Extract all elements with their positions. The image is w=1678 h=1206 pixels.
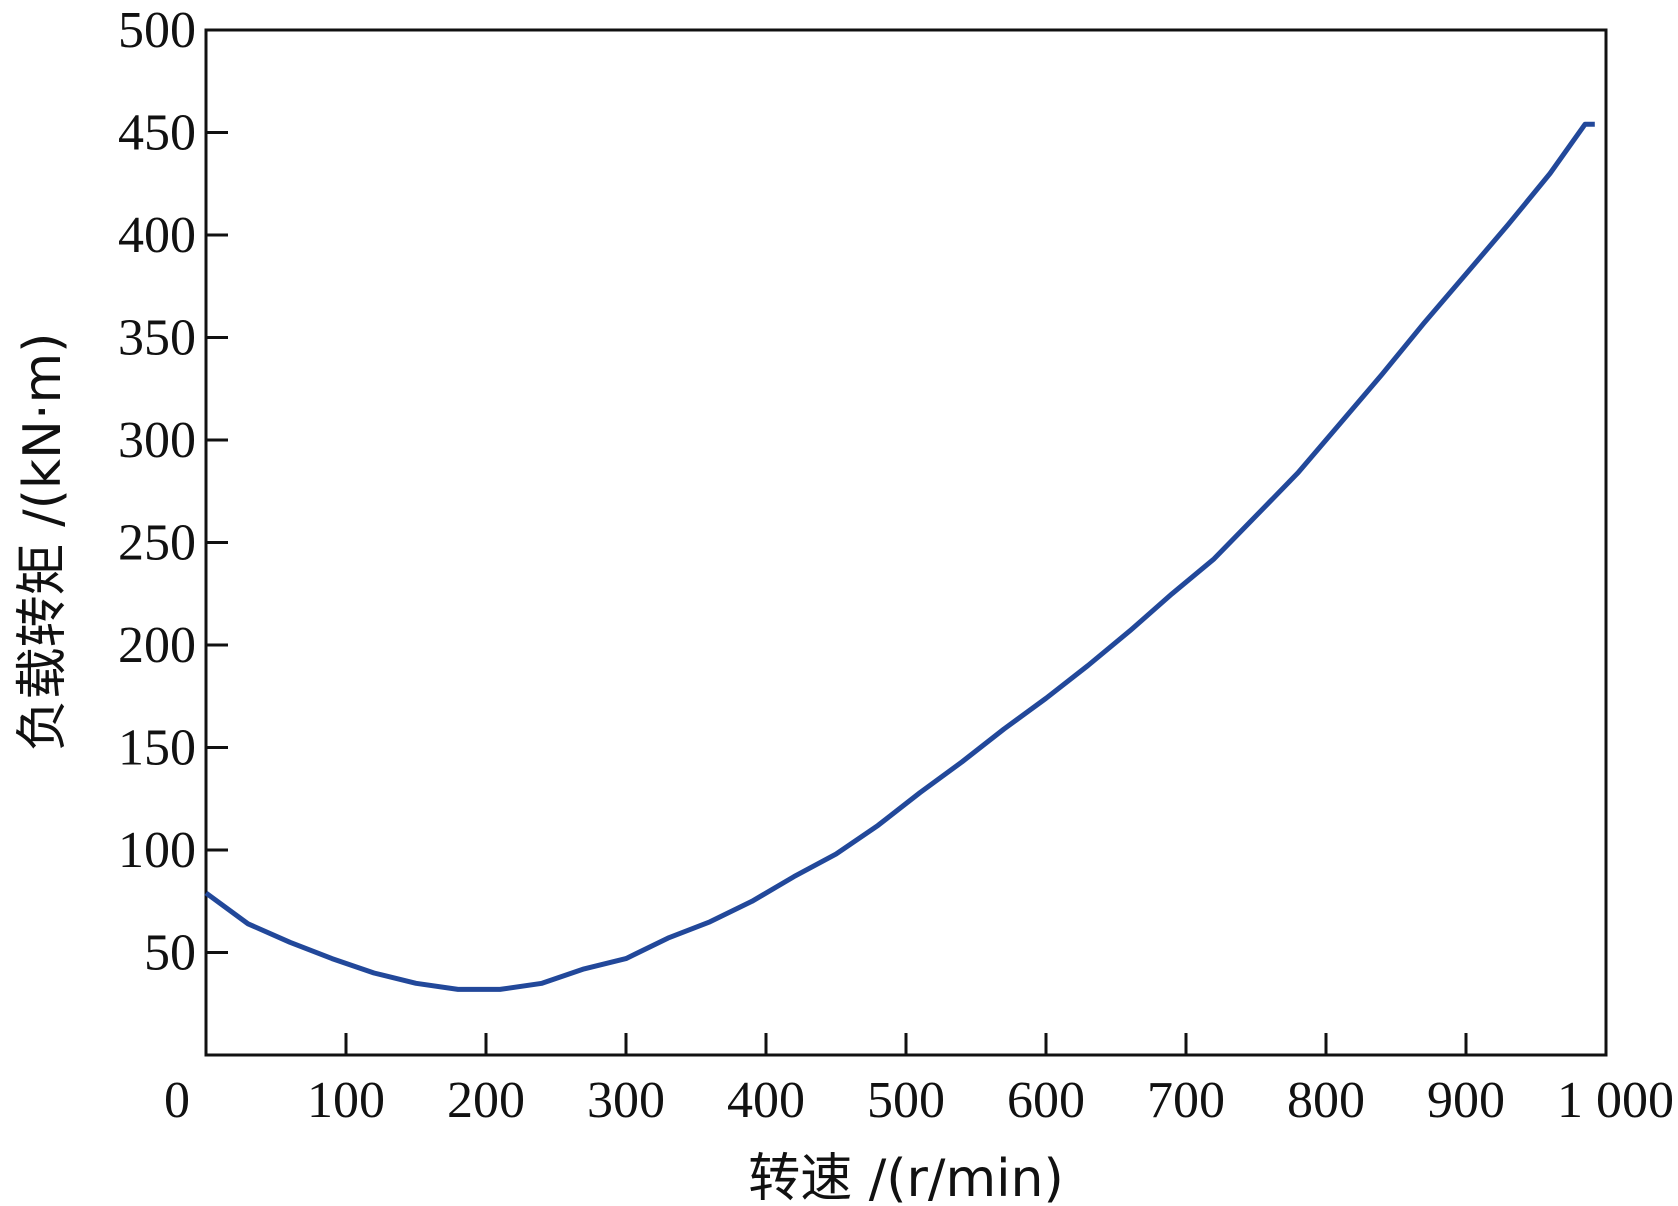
x-axis-ticks: 0 100 200 300 400 500 600 700 800 900 1 000: [164, 1033, 1674, 1129]
x-tick-label: 900: [1427, 1072, 1505, 1129]
y-tick-label: 50: [144, 925, 196, 982]
x-tick-label: 1 000: [1557, 1072, 1674, 1129]
series-line: [204, 121, 1595, 992]
y-axis-ticks: 50 100 150 200 250 300 350 400 450 500: [118, 2, 228, 982]
x-tick-label: 700: [1147, 1072, 1225, 1129]
series-layer: [204, 121, 1595, 992]
x-tick-label: 600: [1007, 1072, 1085, 1129]
y-tick-label: 150: [118, 720, 196, 777]
x-tick-label: 0: [164, 1072, 190, 1129]
x-tick-label: 300: [587, 1072, 665, 1129]
y-tick-label: 400: [118, 207, 196, 264]
x-tick-label: 100: [307, 1072, 385, 1129]
y-tick-label: 250: [118, 515, 196, 572]
x-axis-title: 转速 /(r/min): [748, 1149, 1064, 1206]
plot-frame: [204, 28, 1608, 1057]
y-tick-label: 200: [118, 617, 196, 674]
y-tick-label: 350: [118, 310, 196, 367]
y-tick-label: 450: [118, 105, 196, 162]
x-tick-label: 500: [867, 1072, 945, 1129]
x-tick-label: 200: [447, 1072, 525, 1129]
y-tick-label: 500: [118, 2, 196, 59]
y-axis-title: 负载转矩 /(kN·m): [13, 333, 73, 752]
x-tick-label: 400: [727, 1072, 805, 1129]
y-tick-label: 100: [118, 822, 196, 879]
y-tick-label: 300: [118, 412, 196, 469]
x-tick-label: 800: [1287, 1072, 1365, 1129]
